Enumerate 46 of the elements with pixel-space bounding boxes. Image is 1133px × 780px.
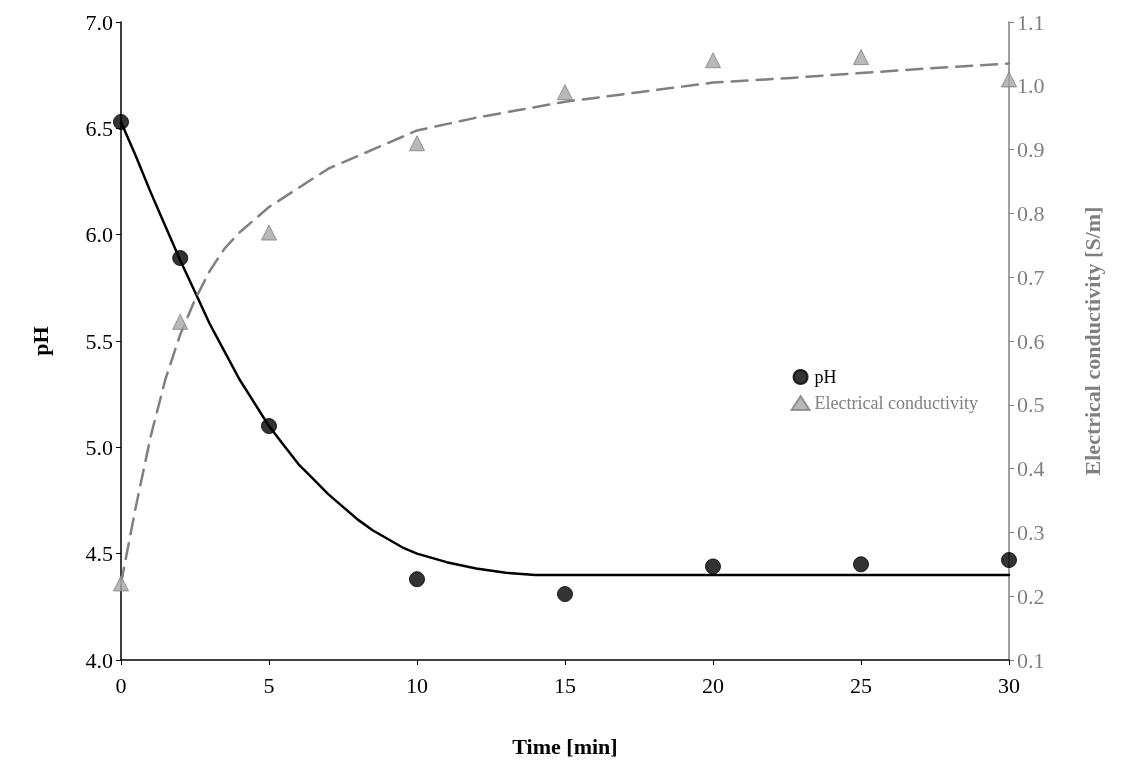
y-tick-label: 5.0 <box>85 434 113 460</box>
point <box>557 586 573 603</box>
x-tick-label: 5 <box>263 672 275 698</box>
y2-tick-label: 0.9 <box>1017 137 1045 163</box>
point <box>172 250 189 267</box>
y-tick-label: 6.5 <box>85 115 113 141</box>
x-tick-label: 25 <box>850 672 872 698</box>
x-tick-label: 15 <box>554 672 576 698</box>
point <box>853 556 869 573</box>
x-tick-label: 0 <box>115 672 127 698</box>
y2-tick-label: 0.4 <box>1017 456 1045 482</box>
y2-tick-label: 0.6 <box>1017 328 1045 354</box>
point <box>113 575 129 592</box>
y2-tick-label: 1.0 <box>1017 73 1045 99</box>
legend-label: pH <box>814 367 837 387</box>
y2-tick-label: 0.2 <box>1017 583 1045 609</box>
y2-tick-label: 0.5 <box>1017 392 1045 418</box>
y-axis-title: pH <box>27 326 53 356</box>
point <box>705 52 721 69</box>
y2-axis-title: Electrical conductivity [S/m] <box>1079 206 1105 476</box>
point <box>1001 71 1017 88</box>
y2-tick-label: 0.3 <box>1017 519 1045 545</box>
point <box>261 224 277 241</box>
x-tick-label: 10 <box>406 672 428 698</box>
y-tick-label: 4.5 <box>85 541 113 567</box>
point <box>113 113 129 130</box>
point <box>705 558 721 575</box>
point <box>409 135 425 152</box>
y-tick-label: 5.5 <box>85 328 113 354</box>
y2-tick-label: 1.1 <box>1017 9 1045 35</box>
point <box>261 418 277 435</box>
y2-tick-label: 0.8 <box>1017 200 1045 226</box>
point <box>409 571 425 588</box>
y-tick-label: 4.0 <box>85 647 113 673</box>
x-tick-label: 20 <box>702 672 724 698</box>
point <box>1001 552 1017 569</box>
point <box>557 84 573 101</box>
point <box>853 49 869 66</box>
point <box>172 313 189 330</box>
y-tick-label: 6.0 <box>85 222 113 248</box>
y2-tick-label: 0.7 <box>1017 264 1045 290</box>
y2-tick-label: 0.1 <box>1017 647 1045 673</box>
legend-label: Electrical conductivity <box>814 393 978 413</box>
y-tick-label: 7.0 <box>85 9 113 35</box>
x-tick-label: 30 <box>998 672 1020 698</box>
x-axis-title: Time [min] <box>512 733 618 759</box>
